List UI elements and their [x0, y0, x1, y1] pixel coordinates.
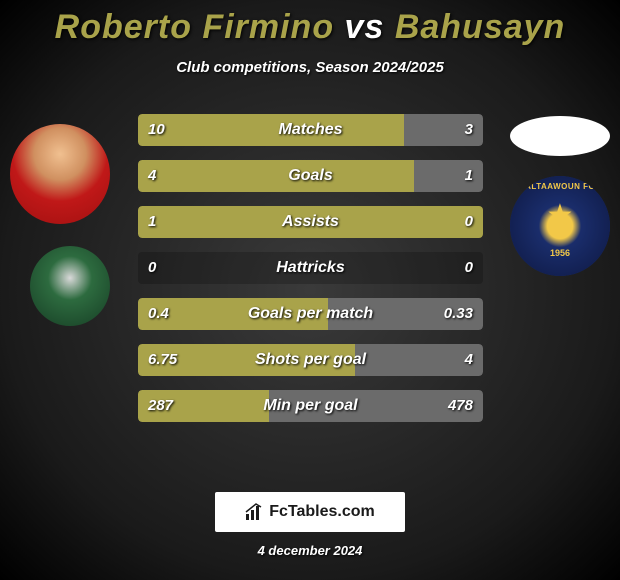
stat-label: Goals per match	[138, 298, 483, 330]
player2-club-badge: ALTAAWOUN FC ★ 1956	[510, 176, 610, 276]
stat-row: 103Matches	[138, 114, 483, 146]
stat-row: 287478Min per goal	[138, 390, 483, 422]
stat-label: Assists	[138, 206, 483, 238]
club2-name: ALTAAWOUN FC	[510, 182, 610, 191]
player2-avatar	[510, 116, 610, 156]
star-icon: ★	[510, 198, 610, 233]
club2-year: 1956	[510, 248, 610, 258]
stat-label: Shots per goal	[138, 344, 483, 376]
brand-badge: FcTables.com	[215, 492, 405, 532]
title-player1: Roberto Firmino	[55, 8, 334, 46]
stat-row: 6.754Shots per goal	[138, 344, 483, 376]
player1-club-badge	[30, 246, 110, 326]
date: 4 december 2024	[0, 543, 620, 558]
stat-label: Min per goal	[138, 390, 483, 422]
stat-row: 0.40.33Goals per match	[138, 298, 483, 330]
subtitle: Club competitions, Season 2024/2025	[0, 59, 620, 76]
chart-icon	[245, 503, 263, 521]
stat-row: 00Hattricks	[138, 252, 483, 284]
title-player2: Bahusayn	[395, 8, 566, 46]
player1-avatar	[10, 124, 110, 224]
stat-rows: 103Matches 41Goals 10Assists 00Hattricks 0.4…	[138, 114, 483, 436]
title-vs: vs	[345, 8, 385, 46]
brand-text: FcTables.com	[269, 503, 375, 521]
stat-label: Goals	[138, 160, 483, 192]
stat-row: 41Goals	[138, 160, 483, 192]
comparison-panel: ALTAAWOUN FC ★ 1956 103Matches 41Goals 10A…	[0, 96, 620, 496]
page-title: Roberto Firmino vs Bahusayn	[0, 0, 620, 47]
stat-label: Hattricks	[138, 252, 483, 284]
stat-label: Matches	[138, 114, 483, 146]
stat-row: 10Assists	[138, 206, 483, 238]
